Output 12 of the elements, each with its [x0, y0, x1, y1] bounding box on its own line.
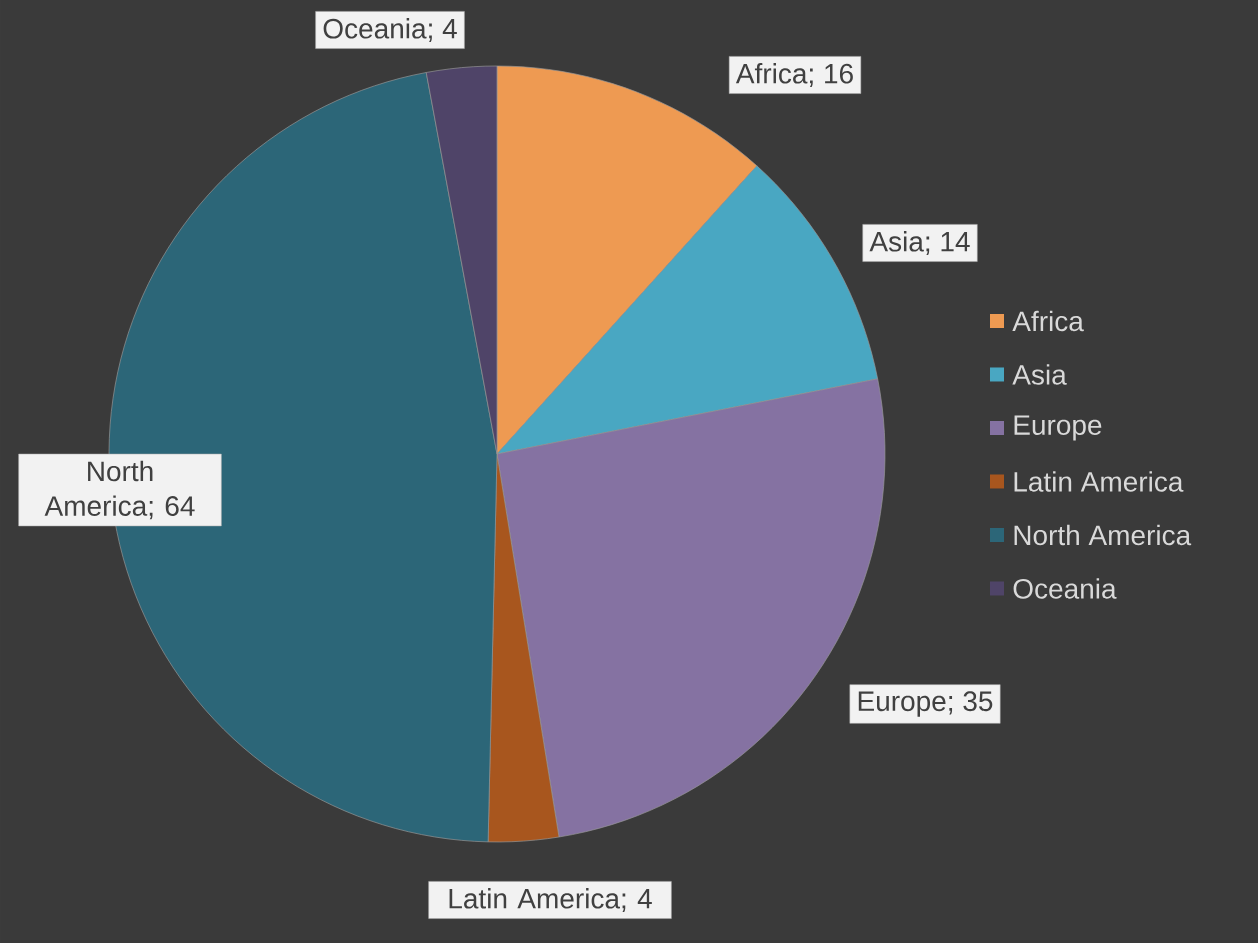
legend-label: North America	[1014, 524, 1192, 546]
legend-label: Latin America	[1014, 471, 1184, 492]
data-label: Oceania; 4	[323, 18, 457, 42]
legend-label: Oceania	[1013, 578, 1117, 599]
legend-label: Europe	[1014, 415, 1102, 441]
data-label: Africa; 16	[735, 63, 853, 87]
data-label: Latin America; 4	[449, 888, 652, 912]
legend-label: Africa	[1012, 310, 1084, 332]
legend-label: Asia	[1012, 364, 1067, 385]
data-label: Europe; 35	[858, 691, 993, 717]
data-label: North America; 64	[44, 460, 195, 520]
data-label: Asia; 14	[869, 231, 970, 255]
